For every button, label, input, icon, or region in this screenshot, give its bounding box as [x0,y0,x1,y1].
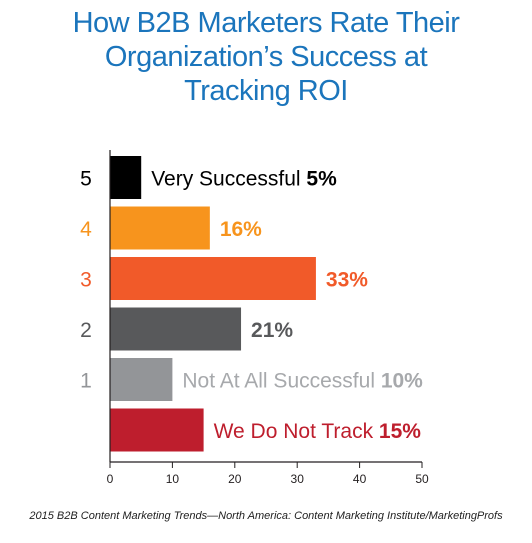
bar-annotation-3: 33% [326,269,368,292]
bars-layer: 5 Very Successful 5% 4 16% 3 33% 2 21% 1 Not At A… [80,156,423,452]
x-tick-label-20: 20 [228,472,242,486]
title-line-3: Tracking ROI [184,75,348,107]
x-tick-label-10: 10 [166,472,180,486]
bar-2 [110,206,210,250]
x-tick-label-0: 0 [107,472,114,486]
bar-text-5: Not At All Successful [182,370,380,393]
bar-5 [110,358,173,401]
bar-3 [110,257,316,300]
value-label-4: 21% [251,319,293,342]
bar-annotation-2: 16% [220,218,262,241]
axis-layer: 0 10 20 30 40 50 [107,150,429,486]
value-label-2: 16% [220,218,262,241]
category-label-5: 1 [80,370,92,393]
x-tick-label-30: 30 [291,472,305,486]
x-tick-label-50: 50 [415,472,429,486]
value-label-1: 5% [306,168,337,191]
bar-1 [110,156,142,199]
category-label-1: 5 [80,168,92,191]
bar-annotation-6: We Do Not Track 15% [214,420,422,443]
chart-title: How B2B Marketers Rate Their Organizatio… [0,6,532,108]
category-label-2: 4 [80,218,92,241]
category-label-3: 3 [80,269,92,292]
category-label-4: 2 [80,319,92,342]
bar-annotation-1: Very Successful 5% [151,168,337,191]
bar-text-1: Very Successful [151,168,306,191]
value-label-6: 15% [379,420,421,443]
bar-4 [110,307,242,351]
title-line-1: How B2B Marketers Rate Their [72,7,460,39]
value-label-3: 33% [326,269,368,292]
bar-6 [110,408,204,452]
bar-annotation-5: Not At All Successful 10% [182,370,423,393]
bar-text-6: We Do Not Track [214,420,379,443]
bar-chart: 5 Very Successful 5% 4 16% 3 33% 2 21% 1 Not At A… [80,150,429,486]
source-caption: 2015 B2B Content Marketing Trends—North … [29,510,503,522]
value-label-5: 10% [381,370,423,393]
bar-annotation-4: 21% [251,319,293,342]
title-line-2: Organization’s Success at [104,41,428,73]
x-tick-label-40: 40 [353,472,367,486]
